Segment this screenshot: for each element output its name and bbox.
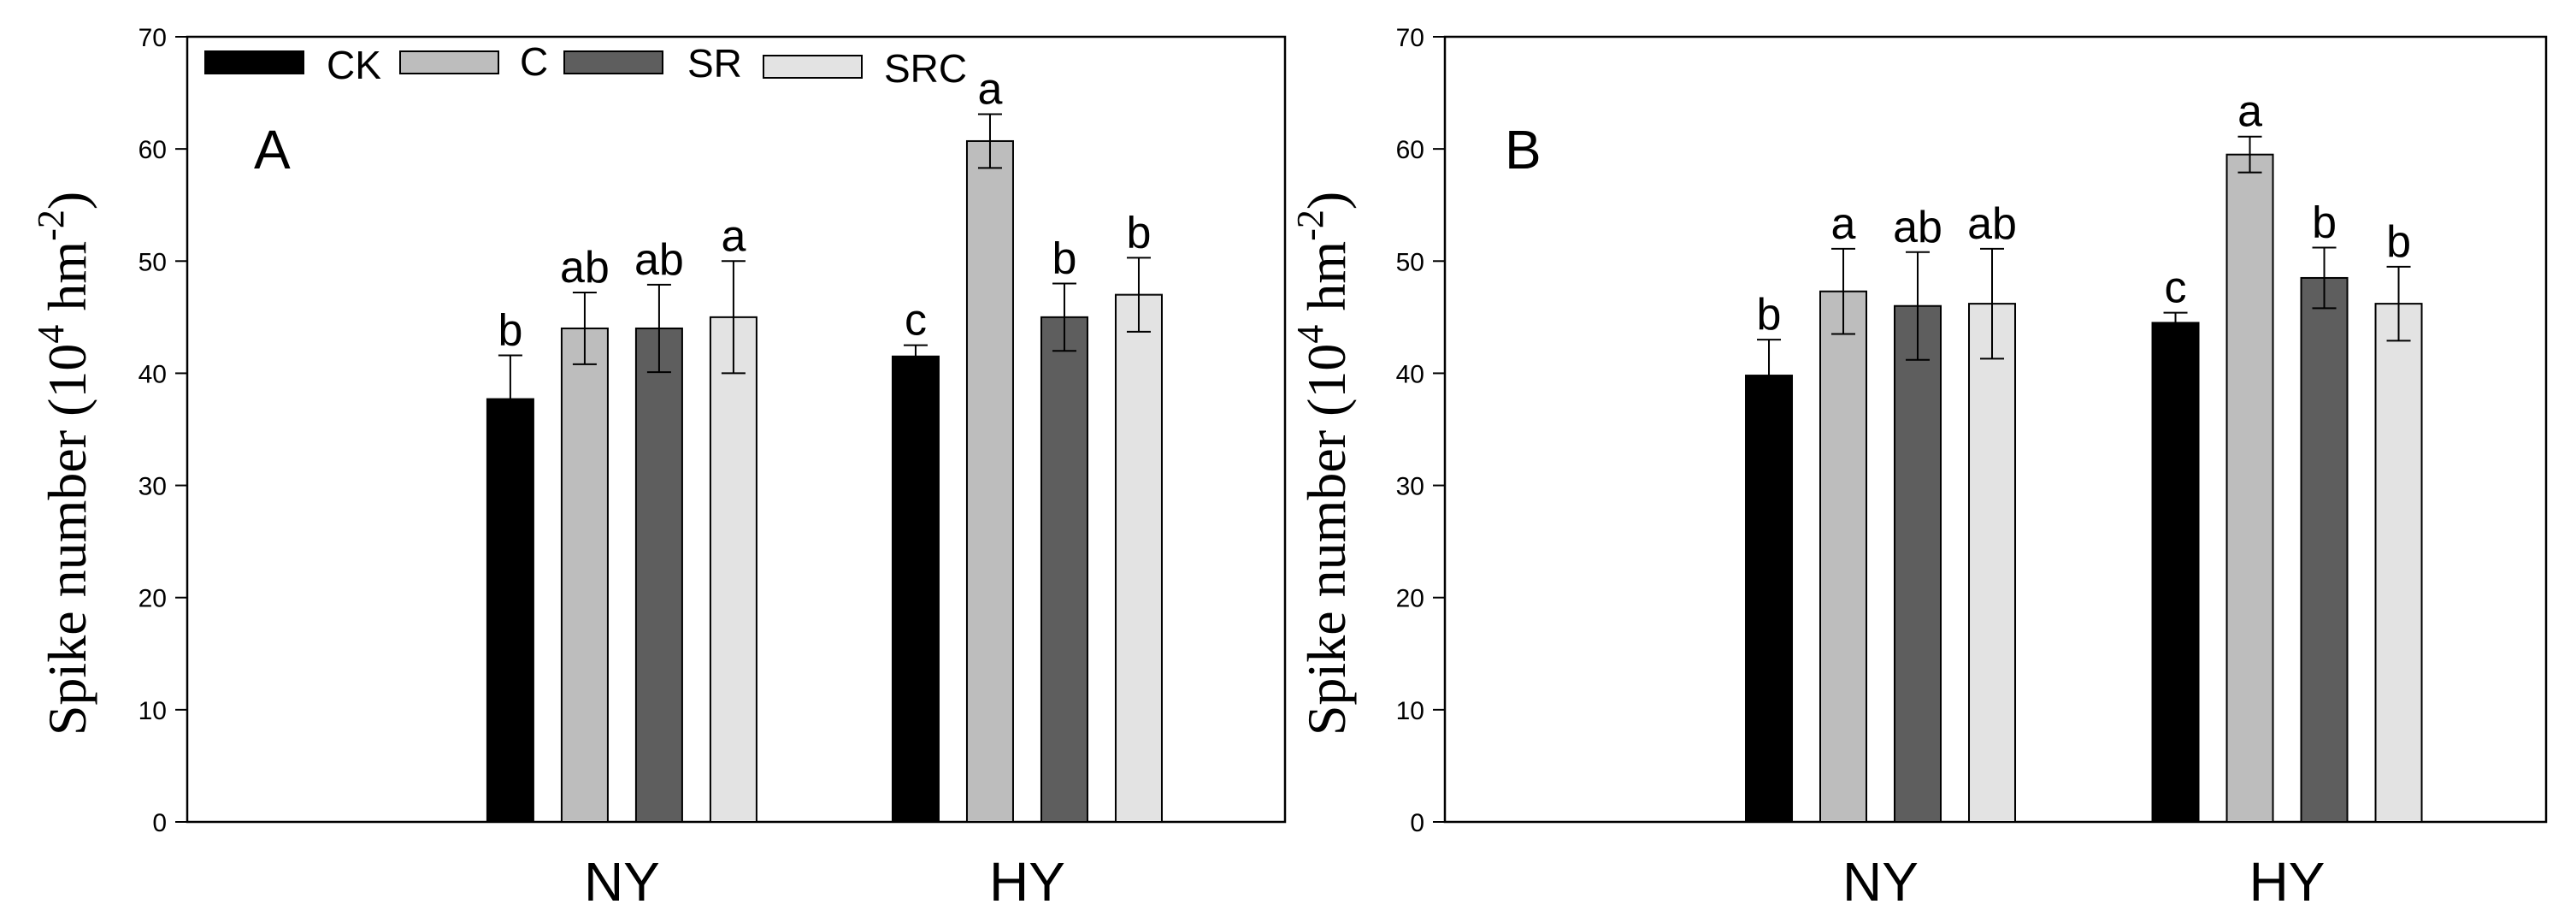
y-tick-label: 40 <box>1396 360 1424 388</box>
legend-label-src: SRC <box>884 46 967 91</box>
y-tick-label: 20 <box>1396 585 1424 613</box>
significance-letter: b <box>2386 217 2411 267</box>
y-axis-label-text: Spike number (10 <box>1296 344 1357 736</box>
significance-letter: ab <box>634 235 684 285</box>
legend-swatch-src <box>763 55 863 79</box>
bar-src-ny <box>709 316 757 824</box>
y-axis-label: Spike number (104 hm-2) <box>1289 192 1357 736</box>
bar-sr-ny <box>1894 304 1942 823</box>
significance-letter: a <box>2237 87 2262 137</box>
bar-ck-hy <box>2151 322 2200 823</box>
y-axis-label-close: ) <box>37 192 97 210</box>
y-tick-label: 0 <box>152 809 167 837</box>
significance-letter: b <box>2312 198 2337 248</box>
y-tick-label: 70 <box>1396 24 1424 52</box>
significance-letter: ab <box>560 243 610 293</box>
y-tick-label: 40 <box>139 360 167 388</box>
y-axis-label-unit: hm <box>37 241 97 325</box>
y-tick-label: 50 <box>139 248 167 276</box>
y-axis-label-exponent: -2 <box>30 210 72 241</box>
significance-letter: b <box>1127 208 1152 257</box>
significance-letter: a <box>1831 199 1856 249</box>
bar-src-ny <box>1968 303 2017 823</box>
x-category-label: HY <box>2249 851 2325 913</box>
legend: CK C SR SRC <box>204 39 967 91</box>
bar-c-ny <box>1819 290 1868 823</box>
y-axis-label: Spike number (104 hm-2) <box>30 192 97 736</box>
x-category-label: NY <box>1842 851 1919 913</box>
bar-sr-hy <box>2300 276 2349 823</box>
significance-letter: a <box>978 64 1003 114</box>
significance-letter: a <box>721 211 746 261</box>
legend-swatch-ck <box>204 50 304 74</box>
legend-swatch-sr <box>563 50 663 74</box>
bar-src-hy <box>1114 293 1163 823</box>
y-tick-label: 30 <box>1396 473 1424 501</box>
y-tick-label: 10 <box>139 697 167 725</box>
bar-c-hy <box>2225 153 2274 823</box>
y-axis-label-exponent: 4 <box>1289 325 1331 344</box>
significance-letter: c <box>905 296 927 346</box>
y-tick-label: 50 <box>1396 248 1424 276</box>
bar-sr-hy <box>1040 316 1088 824</box>
y-axis-label-exponent: 4 <box>30 325 72 344</box>
y-tick-label: 10 <box>1396 697 1424 725</box>
bar-c-ny <box>560 327 609 823</box>
y-tick-label: 0 <box>1410 809 1424 837</box>
bar-ck-hy <box>891 355 940 823</box>
chart-panel-a: 0 10 20 30 40 50 60 70 Spike number (104 hm-2) Ab… <box>30 24 1287 913</box>
significance-letter: ab <box>1967 199 2017 249</box>
bar-sr-ny <box>634 327 683 823</box>
legend-label-c: C <box>520 39 548 84</box>
y-tick-label: 60 <box>1396 136 1424 164</box>
legend-label-sr: SR <box>687 41 742 86</box>
bar-ck-ny <box>486 398 534 823</box>
bar-c-hy <box>965 139 1014 824</box>
chart-panel-b: 0 10 20 30 40 50 60 70 Spike number (104 hm-2) Bb… <box>1289 24 2548 913</box>
significance-letter: c <box>2165 263 2187 313</box>
significance-letter: ab <box>1893 203 1942 252</box>
bar-ck-ny <box>1745 375 1794 823</box>
x-category-label: HY <box>989 851 1065 913</box>
y-axis-label-text: Spike number (10 <box>37 344 97 736</box>
panel-label: B <box>1505 119 1541 180</box>
y-axis-label-exponent: -2 <box>1289 210 1331 241</box>
y-tick-label: 60 <box>139 136 167 164</box>
y-tick-label: 20 <box>139 585 167 613</box>
y-tick-label: 30 <box>139 473 167 501</box>
y-axis-label-close: ) <box>1296 192 1357 210</box>
y-tick-label: 70 <box>139 24 167 52</box>
legend-swatch-c <box>399 50 499 74</box>
panel-label: A <box>254 119 291 180</box>
significance-letter: b <box>1052 234 1077 284</box>
significance-letter: b <box>498 305 522 355</box>
significance-letter: b <box>1757 290 1782 340</box>
legend-label-ck: CK <box>327 43 381 87</box>
x-category-label: NY <box>584 851 660 913</box>
y-axis-label-unit: hm <box>1296 241 1357 325</box>
bar-src-hy <box>2374 303 2423 823</box>
